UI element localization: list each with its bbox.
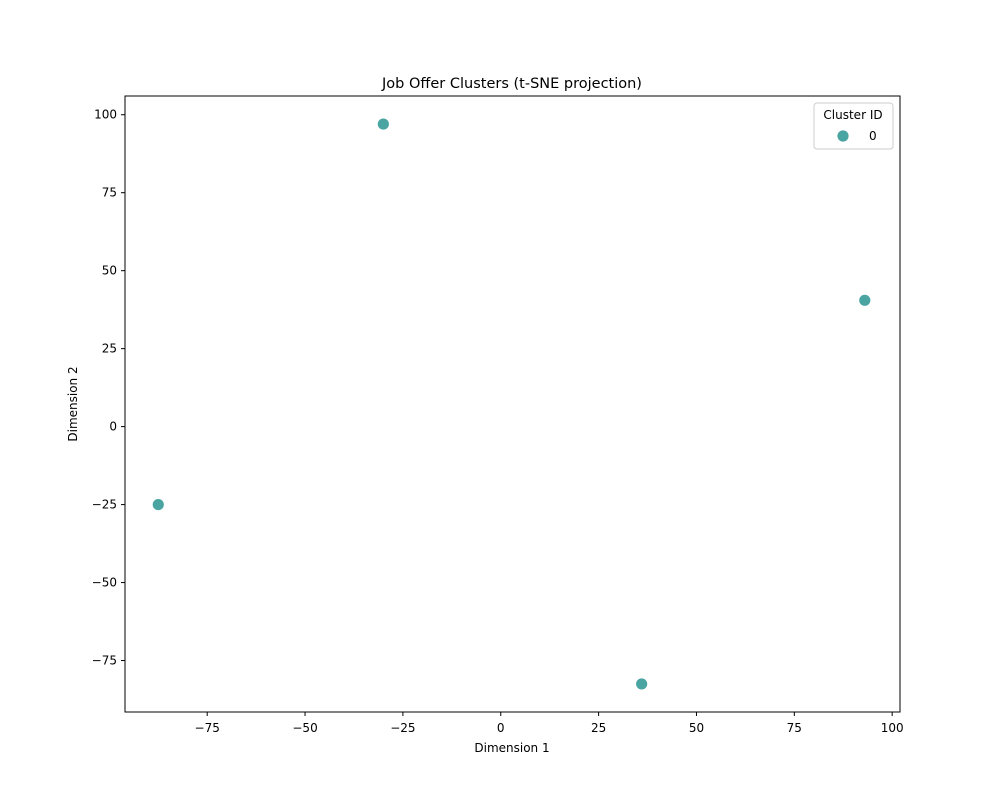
x-tick-label: 50 — [689, 721, 704, 735]
x-tick-label: 75 — [787, 721, 802, 735]
scatter-point — [376, 117, 390, 131]
plot-frame — [124, 95, 901, 713]
x-tick-label: 100 — [881, 721, 904, 735]
legend-box — [813, 102, 894, 150]
y-tick-label: 50 — [102, 264, 117, 278]
y-tick-label: 75 — [102, 186, 117, 200]
x-tick-label: −25 — [390, 721, 415, 735]
chart-title: Job Offer Clusters (t-SNE projection) — [381, 76, 642, 92]
scatter-point — [151, 498, 165, 511]
y-axis-label: Dimension 2 — [66, 366, 80, 441]
y-tick-label: 100 — [94, 108, 117, 122]
scatter-point — [858, 293, 872, 307]
y-axis: −75 −50 −25 0 25 50 75 100 — [92, 108, 125, 668]
y-tick-label: −75 — [92, 654, 117, 668]
x-axis-label: Dimension 1 — [474, 741, 549, 755]
legend-title: Cluster ID — [823, 108, 882, 122]
x-tick-label: 0 — [497, 721, 505, 735]
y-tick-label: −25 — [92, 498, 117, 512]
scatter-point — [635, 677, 649, 691]
x-tick-label: 25 — [591, 721, 606, 735]
y-tick-label: 0 — [109, 420, 117, 434]
y-tick-label: −50 — [92, 576, 117, 590]
legend: Cluster ID 0 — [813, 102, 894, 150]
x-axis: −75 −50 −25 0 25 50 75 100 — [195, 712, 904, 735]
data-points — [151, 117, 872, 691]
plot-area: −75 −50 −25 0 25 50 75 100 −75 −50 −25 0 25 50 75 100 — [92, 95, 904, 735]
legend-entry-label: 0 — [869, 129, 877, 143]
y-tick-label: 25 — [102, 342, 117, 356]
x-tick-label: −50 — [292, 721, 317, 735]
x-tick-label: −75 — [195, 721, 220, 735]
legend-marker — [836, 129, 850, 143]
